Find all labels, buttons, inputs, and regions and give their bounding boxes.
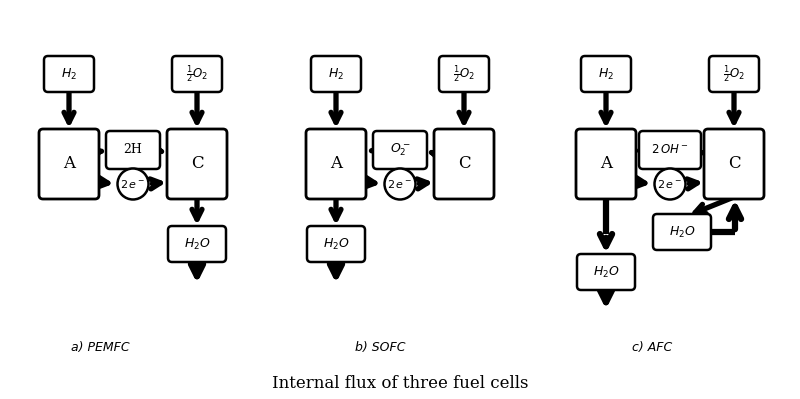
FancyBboxPatch shape: [639, 131, 701, 169]
Text: 2H: 2H: [123, 144, 142, 156]
Text: $\frac{1}{2}O_2$: $\frac{1}{2}O_2$: [453, 63, 475, 85]
Text: $H_2O$: $H_2O$: [593, 265, 619, 280]
FancyBboxPatch shape: [306, 129, 366, 199]
FancyBboxPatch shape: [581, 56, 631, 92]
Text: $H_2O$: $H_2O$: [184, 237, 210, 251]
Text: $O_2^-$: $O_2^-$: [390, 142, 410, 158]
Text: $H_2$: $H_2$: [61, 67, 77, 81]
Text: b) SOFC: b) SOFC: [355, 340, 406, 354]
Text: C: C: [458, 156, 470, 172]
Text: C: C: [728, 156, 740, 172]
Text: $\frac{1}{2}O_2$: $\frac{1}{2}O_2$: [186, 63, 208, 85]
FancyBboxPatch shape: [577, 254, 635, 290]
FancyBboxPatch shape: [106, 131, 160, 169]
FancyBboxPatch shape: [576, 129, 636, 199]
Text: $H_2$: $H_2$: [598, 67, 614, 81]
Text: $2\,e^-$: $2\,e^-$: [658, 178, 682, 190]
Text: $2\,OH^-$: $2\,OH^-$: [651, 144, 689, 156]
Text: $2\,e^-$: $2\,e^-$: [387, 178, 413, 190]
Text: C: C: [190, 156, 203, 172]
Text: $\frac{1}{2}O_2$: $\frac{1}{2}O_2$: [723, 63, 745, 85]
FancyBboxPatch shape: [172, 56, 222, 92]
FancyBboxPatch shape: [439, 56, 489, 92]
Circle shape: [385, 168, 415, 200]
Text: $2\,e^-$: $2\,e^-$: [120, 178, 146, 190]
FancyBboxPatch shape: [44, 56, 94, 92]
Circle shape: [118, 168, 149, 200]
FancyBboxPatch shape: [39, 129, 99, 199]
Text: A: A: [330, 156, 342, 172]
FancyBboxPatch shape: [373, 131, 427, 169]
Text: Internal flux of three fuel cells: Internal flux of three fuel cells: [272, 375, 528, 393]
Text: $H_2O$: $H_2O$: [669, 225, 695, 239]
FancyBboxPatch shape: [167, 129, 227, 199]
FancyBboxPatch shape: [168, 226, 226, 262]
FancyBboxPatch shape: [704, 129, 764, 199]
FancyBboxPatch shape: [653, 214, 711, 250]
FancyBboxPatch shape: [307, 226, 365, 262]
Circle shape: [654, 168, 686, 200]
Text: a) PEMFC: a) PEMFC: [71, 340, 130, 354]
Text: $H_2O$: $H_2O$: [322, 237, 350, 251]
FancyBboxPatch shape: [434, 129, 494, 199]
Text: c) AFC: c) AFC: [632, 340, 672, 354]
Text: $H_2$: $H_2$: [328, 67, 344, 81]
FancyBboxPatch shape: [311, 56, 361, 92]
Text: A: A: [63, 156, 75, 172]
FancyBboxPatch shape: [709, 56, 759, 92]
Text: A: A: [600, 156, 612, 172]
